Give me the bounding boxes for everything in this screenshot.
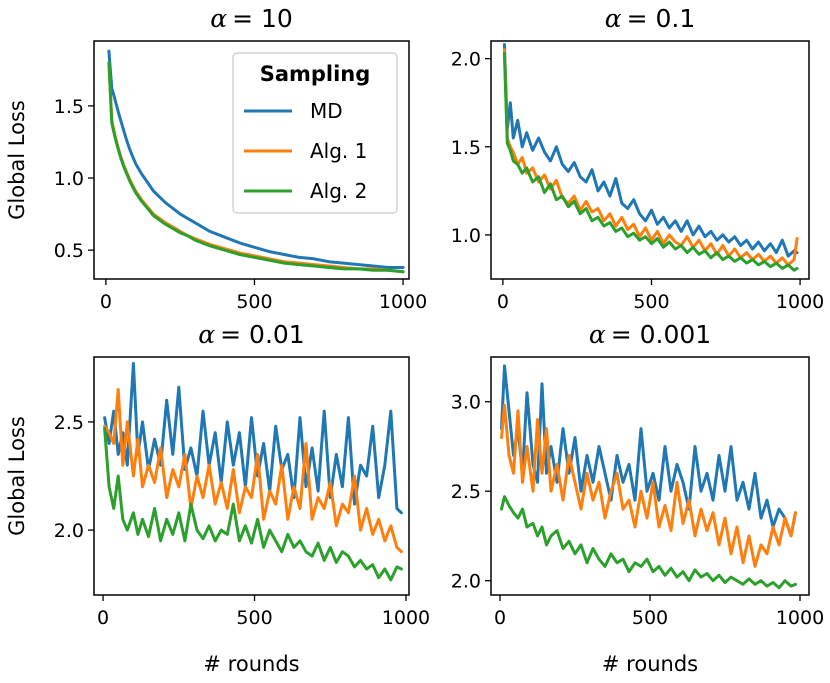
x-tick-label-2-1: 500 — [236, 607, 272, 629]
legend-title: Sampling — [260, 62, 371, 86]
y-tick-label-0-0: 0.5 — [54, 240, 84, 262]
legend-label-alg1: Alg. 1 — [310, 139, 367, 163]
x-tick-label-2-0: 0 — [97, 607, 109, 629]
legend-frame — [232, 52, 398, 214]
legend-label-md: MD — [310, 99, 343, 123]
series-line-md-panel-3 — [500, 364, 797, 538]
y-tick-label-1-1: 1.5 — [451, 137, 481, 159]
x-tick-label-0-1: 500 — [236, 291, 272, 313]
y-axis-label-0: Global Loss — [5, 100, 29, 220]
axes-frame-0 — [93, 40, 410, 280]
x-tick-label-0-0: 0 — [100, 291, 112, 313]
x-tick-label-1-1: 500 — [633, 291, 669, 313]
title-alpha-value-2: = 0.01 — [215, 320, 305, 349]
title-alpha-symbol-2: α — [198, 320, 215, 349]
series-line-alg2-panel-0 — [107, 61, 405, 274]
legend: Sampling MD Alg. 1 Alg. 2 — [232, 52, 398, 214]
panel-alpha-0.001: 0 500 1000 2.0 2.5 3.0 α = 0.001 # rounds — [451, 320, 824, 676]
y-tick-label-0-1: 1.0 — [54, 168, 84, 190]
x-tick-label-3-0: 0 — [494, 607, 506, 629]
panel-title-1: α = 0.1 — [605, 4, 696, 33]
title-alpha-symbol-1: α — [605, 4, 622, 33]
series-line-alg2-panel-3 — [500, 495, 797, 590]
title-alpha-value-3: = 0.001 — [606, 320, 711, 349]
x-axis-label-3: # rounds — [602, 652, 698, 676]
x-tick-label-0-2: 1000 — [379, 291, 427, 313]
panel-title-3: α = 0.001 — [589, 320, 711, 349]
x-tick-label-3-2: 1000 — [776, 607, 824, 629]
y-tick-label-2-0: 2.0 — [54, 520, 84, 542]
title-alpha-symbol-3: α — [589, 320, 606, 349]
y-tick-label-0-2: 1.5 — [54, 96, 84, 118]
axes-frame-2 — [93, 356, 410, 596]
series-line-alg1-panel-3 — [500, 403, 797, 568]
axes-frame-1 — [490, 40, 810, 280]
series-line-alg1-panel-2 — [103, 388, 403, 554]
x-tick-label-3-1: 500 — [632, 607, 668, 629]
panel-alpha-0.01: 0 500 1000 2.0 2.5 α = 0.01 Global Loss # round… — [5, 320, 430, 676]
title-alpha-symbol-0: α — [210, 4, 227, 33]
panel-title-0: α = 10 — [210, 4, 293, 33]
x-tick-label-1-0: 0 — [497, 291, 509, 313]
x-axis-label-2: # rounds — [203, 652, 299, 676]
series-line-alg2-panel-2 — [103, 426, 403, 582]
series-line-alg2-panel-1 — [502, 51, 799, 272]
y-axis-label-2: Global Loss — [5, 416, 29, 536]
panel-title-2: α = 0.01 — [198, 320, 304, 349]
panel-alpha-0.1: 0 500 1000 1.0 1.5 2.0 α = 0.1 — [451, 4, 824, 313]
y-tick-label-2-1: 2.5 — [54, 412, 84, 434]
x-tick-label-2-2: 1000 — [382, 607, 430, 629]
title-alpha-value-0: = 10 — [227, 4, 293, 33]
series-line-md-panel-2 — [103, 362, 403, 515]
y-tick-label-3-2: 3.0 — [451, 392, 481, 414]
y-tick-label-3-0: 2.0 — [451, 571, 481, 593]
y-tick-label-1-0: 1.0 — [451, 225, 481, 247]
x-tick-label-1-2: 1000 — [776, 291, 824, 313]
title-alpha-value-1: = 0.1 — [622, 4, 696, 33]
y-tick-label-1-2: 2.0 — [451, 49, 481, 71]
series-line-md-panel-1 — [502, 43, 799, 258]
y-tick-label-3-1: 2.5 — [451, 481, 481, 503]
series-line-alg1-panel-1 — [502, 48, 799, 267]
series-line-md-panel-0 — [107, 49, 405, 269]
panel-alpha-10: 0 500 1000 0.5 1.0 1.5 α = 10 Global Loss — [5, 4, 427, 313]
legend-label-alg2: Alg. 2 — [310, 179, 367, 203]
